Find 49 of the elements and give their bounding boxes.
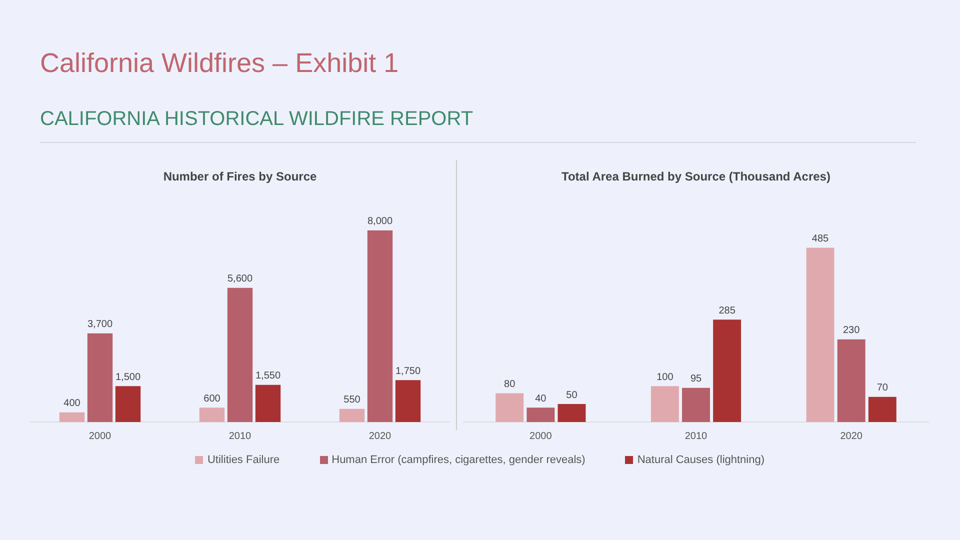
bar xyxy=(87,333,113,422)
data-label: 100 xyxy=(656,372,674,383)
bar xyxy=(713,320,742,422)
data-label: 3,700 xyxy=(87,319,113,330)
bar xyxy=(255,384,281,422)
legend-label: Natural Causes (lightning) xyxy=(637,454,765,466)
bar xyxy=(496,393,524,422)
bar xyxy=(367,230,393,422)
bar xyxy=(806,248,834,422)
data-label: 285 xyxy=(718,305,736,316)
bar xyxy=(558,404,586,422)
bar xyxy=(526,408,555,422)
data-label: 400 xyxy=(64,398,81,410)
legend-label: Utilities Failure xyxy=(207,454,280,466)
data-label: 95 xyxy=(690,374,702,385)
data-label: 1,500 xyxy=(115,372,141,383)
chart-title: Number of Fires by Source xyxy=(163,170,318,184)
data-label: 600 xyxy=(204,393,221,404)
data-label: 5,600 xyxy=(227,274,253,285)
x-tick-label: 2000 xyxy=(530,430,552,442)
data-label: 40 xyxy=(535,393,547,404)
x-tick-label: 2020 xyxy=(368,430,392,442)
chart-title: Total Area Burned by Source (Thousand Acres) xyxy=(562,170,830,184)
data-label: 1,750 xyxy=(395,366,421,377)
data-label: 70 xyxy=(876,382,888,394)
x-tick-label: 2000 xyxy=(88,430,112,442)
data-label: 50 xyxy=(566,390,578,401)
data-label: 1,550 xyxy=(255,370,281,382)
bar xyxy=(115,386,141,422)
bar xyxy=(395,380,421,422)
x-tick-label: 2020 xyxy=(840,430,863,442)
text: California Wildfires – Exhibit 1 xyxy=(40,48,399,79)
data-label: 550 xyxy=(344,394,361,406)
legend-label: Human Error (campfires, cigarettes, gender reveals) xyxy=(332,454,586,466)
bar xyxy=(650,386,679,422)
bar xyxy=(339,408,365,422)
x-tick-label: 2010 xyxy=(684,430,708,442)
bar xyxy=(227,288,253,422)
bar xyxy=(837,339,866,422)
bar xyxy=(199,408,225,422)
data-label: 485 xyxy=(812,233,830,244)
data-label: 8,000 xyxy=(367,216,393,228)
bar xyxy=(682,388,710,422)
bar xyxy=(59,412,85,422)
text: CALIFORNIA HISTORICAL WILDFIRE REPORT xyxy=(40,108,474,131)
data-label: 230 xyxy=(842,325,860,336)
data-label: 80 xyxy=(504,379,516,390)
x-tick-label: 2010 xyxy=(228,430,252,442)
bar xyxy=(868,396,896,422)
